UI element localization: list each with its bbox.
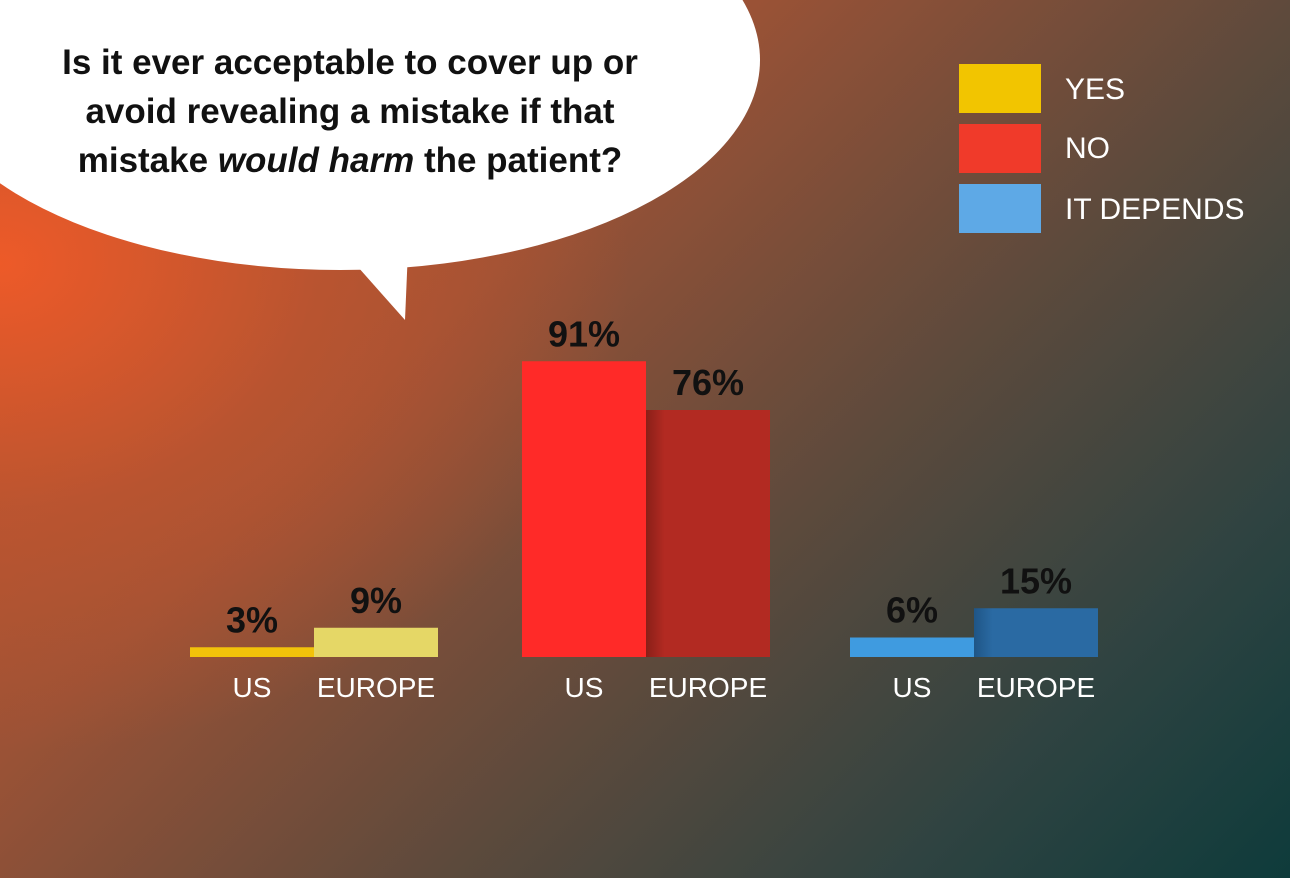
axis-label-no-us: US [565,672,604,703]
bar-yes-europe [314,627,438,657]
bar-yes-us [190,647,314,657]
legend-swatch-it-depends [959,184,1041,233]
legend-label-yes: YES [1065,73,1125,106]
bar-no-us [522,361,646,657]
question-text: Is it ever acceptable to cover up or avo… [20,38,680,185]
speech-bubble [0,0,760,320]
bar-no-europe [646,410,770,657]
axis-label-it-depends-europe: EUROPE [977,672,1095,703]
value-label-it-depends-us: 6% [886,590,938,631]
legend-swatch-yes [959,64,1041,113]
legend-label-no: NO [1065,132,1110,165]
bar-it-depends-us [850,637,974,657]
value-label-it-depends-europe: 15% [1000,560,1072,601]
bar-it-depends-europe [974,608,1098,657]
question-emphasis: would harm [217,141,415,180]
value-label-yes-us: 3% [226,599,278,640]
axis-label-no-europe: EUROPE [649,672,767,703]
question-part-2: the patient? [414,141,623,180]
axis-label-yes-us: US [233,672,272,703]
axis-label-it-depends-us: US [893,672,932,703]
value-label-yes-europe: 9% [350,580,402,621]
legend-label-it-depends: IT DEPENDS [1065,193,1245,226]
legend: YES NO IT DEPENDS [959,64,1245,233]
value-label-no-us: 91% [548,313,620,354]
bars-group: 3% US 9% EUROPE 91% US 76% EUROPE 6% US 15% EUROPE [190,313,1098,703]
question-part-1: Is it ever acceptable to cover up or avo… [62,43,638,180]
value-label-no-europe: 76% [672,362,744,403]
legend-swatch-no [959,124,1041,173]
axis-label-yes-europe: EUROPE [317,672,435,703]
